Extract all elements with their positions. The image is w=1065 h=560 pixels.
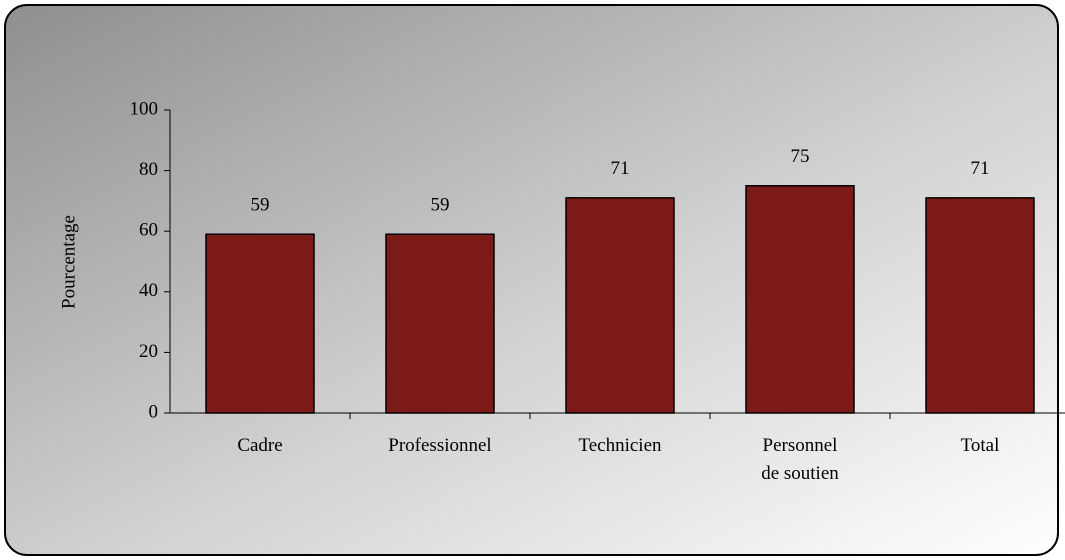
bar	[925, 197, 1035, 414]
bar	[205, 233, 315, 414]
data-label: 59	[431, 195, 450, 216]
chart-background	[4, 4, 1059, 556]
y-tick-label: 80	[139, 159, 158, 180]
x-tick-label: Cadre	[237, 435, 283, 456]
bar	[565, 197, 675, 414]
data-label: 71	[611, 158, 630, 179]
data-label: 75	[791, 146, 810, 167]
x-tick-label: Personnel de soutien	[761, 435, 839, 484]
y-tick-label: 100	[130, 98, 159, 119]
bar	[745, 185, 855, 414]
x-tick-label: Professionnel	[388, 435, 492, 456]
data-label: 71	[971, 158, 990, 179]
y-tick-label: 0	[149, 401, 159, 422]
data-label: 59	[251, 195, 270, 216]
x-tick-label: Total	[960, 435, 1000, 456]
y-tick-label: 40	[139, 280, 158, 301]
y-tick-label: 20	[139, 341, 158, 362]
bar	[385, 233, 495, 414]
x-tick-label: Technicien	[578, 435, 662, 456]
y-axis-label: Pourcentage	[58, 215, 79, 309]
y-tick-label: 60	[139, 220, 158, 241]
